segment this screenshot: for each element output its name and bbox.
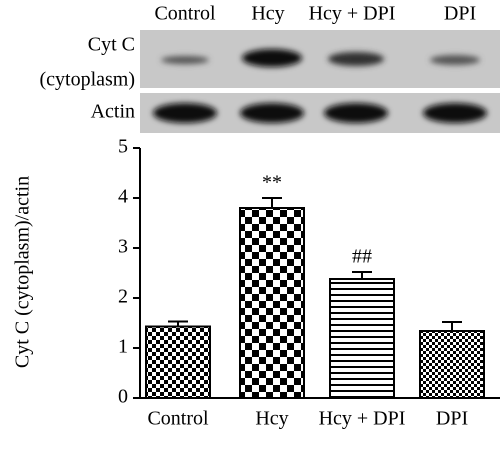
lane-label: Hcy + DPI: [309, 3, 396, 25]
y-tick-label: 5: [118, 136, 128, 158]
y-tick-label: 2: [118, 286, 128, 308]
x-tick-label: Hcy: [255, 408, 288, 430]
lane-label: Hcy: [251, 3, 284, 25]
blot: Control Hcy Hcy + DPI DPI Cyt C (cytopla…: [39, 3, 500, 133]
bar: [419, 330, 485, 399]
y-tick-label: 3: [118, 236, 128, 258]
x-tick-label: DPI: [436, 408, 468, 430]
lane-label: DPI: [444, 3, 476, 25]
row-label: (cytoplasm): [39, 69, 135, 91]
y-tick-label: 1: [118, 336, 128, 358]
significance-label: ##: [352, 246, 372, 268]
significance-label: **: [262, 172, 282, 194]
bar: [239, 207, 305, 399]
bar: [145, 325, 211, 399]
y-tick-label: 0: [118, 386, 128, 408]
y-axis-label: Cyt C (cytoplasm)/actin: [12, 176, 34, 368]
bar: [329, 278, 395, 399]
row-label: Actin: [91, 101, 135, 123]
bands: [153, 49, 487, 123]
lane-label: Control: [154, 3, 216, 25]
y-tick-label: 4: [118, 186, 128, 208]
row-label: Cyt C: [88, 34, 135, 56]
x-tick-label: Control: [147, 408, 209, 430]
x-tick-label: Hcy + DPI: [319, 408, 406, 430]
